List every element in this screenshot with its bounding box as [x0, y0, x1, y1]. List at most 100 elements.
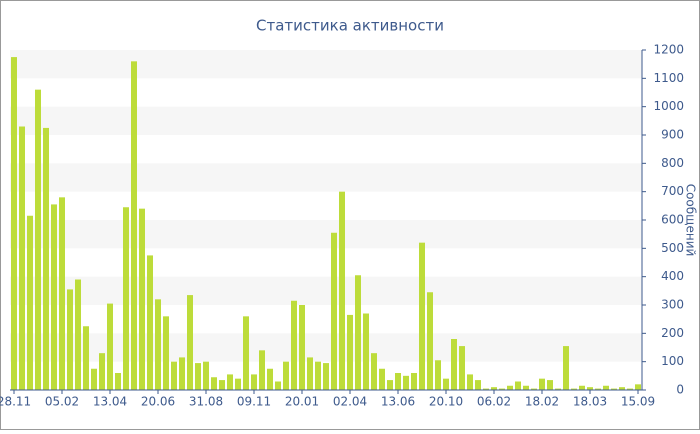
- bar: [283, 361, 289, 390]
- bar: [43, 127, 49, 391]
- bar: [555, 388, 561, 390]
- x-tick-label: 31.08: [189, 395, 223, 409]
- bar: [91, 368, 97, 390]
- bar: [179, 357, 185, 390]
- bar: [387, 380, 393, 390]
- grid-band: [10, 163, 642, 192]
- bar: [515, 381, 521, 390]
- bar: [411, 373, 417, 390]
- bar: [587, 387, 593, 390]
- bar: [11, 57, 17, 390]
- bar: [251, 374, 257, 390]
- bar: [275, 381, 281, 390]
- bar: [291, 300, 297, 390]
- bar: [75, 279, 81, 390]
- bar: [155, 299, 161, 390]
- y-tick-label: 1200: [653, 43, 684, 57]
- x-tick-label: 20.06: [141, 395, 175, 409]
- bar: [347, 314, 353, 390]
- x-tick-label: 13.06: [381, 395, 415, 409]
- grid-band: [10, 333, 642, 362]
- grid-band: [10, 276, 642, 305]
- x-tick-label: 20.10: [429, 395, 463, 409]
- bar: [531, 388, 537, 390]
- y-tick-label: 1000: [653, 99, 684, 113]
- y-tick-label: 0: [676, 383, 684, 397]
- bar: [603, 385, 609, 390]
- y-tick-label: 300: [661, 298, 684, 312]
- bar: [107, 303, 113, 390]
- x-tick-label: 13.04: [93, 395, 127, 409]
- y-tick-label: 900: [661, 128, 684, 142]
- bar: [427, 292, 433, 390]
- bar: [635, 384, 641, 390]
- bar: [323, 363, 329, 390]
- bar: [475, 380, 481, 390]
- bar: [355, 275, 361, 390]
- grid-band: [10, 50, 642, 79]
- bar: [227, 374, 233, 390]
- bar: [315, 361, 321, 390]
- x-tick-label: 18.03: [573, 395, 607, 409]
- bar: [139, 208, 145, 390]
- y-tick-label: 200: [661, 326, 684, 340]
- grid-band: [10, 106, 642, 135]
- bar: [131, 61, 137, 390]
- bar: [187, 295, 193, 390]
- bar: [83, 326, 89, 390]
- bar: [403, 375, 409, 390]
- bar: [203, 361, 209, 390]
- bar: [507, 385, 513, 390]
- bar: [195, 363, 201, 390]
- bar: [363, 313, 369, 390]
- y-tick-label: 800: [661, 156, 684, 170]
- bar: [571, 388, 577, 390]
- y-axis-title: Сообщений: [684, 184, 698, 257]
- bar: [219, 380, 225, 390]
- bar: [547, 380, 553, 390]
- bar: [19, 126, 25, 390]
- bar: [243, 316, 249, 390]
- bar: [595, 388, 601, 390]
- bar: [147, 255, 153, 390]
- bar: [563, 346, 569, 390]
- bar: [459, 346, 465, 390]
- chart-title: Статистика активности: [256, 17, 444, 35]
- bar: [483, 388, 489, 390]
- x-tick-label: 28.11: [0, 395, 31, 409]
- bar: [419, 242, 425, 390]
- bar: [491, 387, 497, 390]
- x-tick-label: 15.09: [621, 395, 655, 409]
- bar: [123, 207, 129, 390]
- x-tick-label: 02.04: [333, 395, 367, 409]
- bar: [371, 353, 377, 390]
- bar: [619, 387, 625, 390]
- bar: [163, 316, 169, 390]
- y-tick-label: 700: [661, 184, 684, 198]
- bar: [395, 373, 401, 390]
- bar: [211, 377, 217, 390]
- bar: [379, 368, 385, 390]
- bar: [611, 388, 617, 390]
- bar: [171, 361, 177, 390]
- y-tick-label: 100: [661, 354, 684, 368]
- grid-band: [10, 220, 642, 249]
- bar: [523, 385, 529, 390]
- bar: [259, 350, 265, 390]
- bar: [27, 215, 33, 390]
- bar: [99, 353, 105, 390]
- bar: [579, 385, 585, 390]
- x-tick-label: 18.02: [525, 395, 559, 409]
- bar: [339, 191, 345, 390]
- bar: [499, 388, 505, 390]
- x-tick-label: 20.01: [285, 395, 319, 409]
- y-tick-label: 1100: [653, 71, 684, 85]
- bar: [299, 305, 305, 390]
- bar: [59, 197, 65, 390]
- x-tick-label: 05.02: [45, 395, 79, 409]
- y-tick-label: 400: [661, 269, 684, 283]
- x-tick-label: 09.11: [237, 395, 271, 409]
- y-tick-label: 600: [661, 213, 684, 227]
- bar: [451, 339, 457, 390]
